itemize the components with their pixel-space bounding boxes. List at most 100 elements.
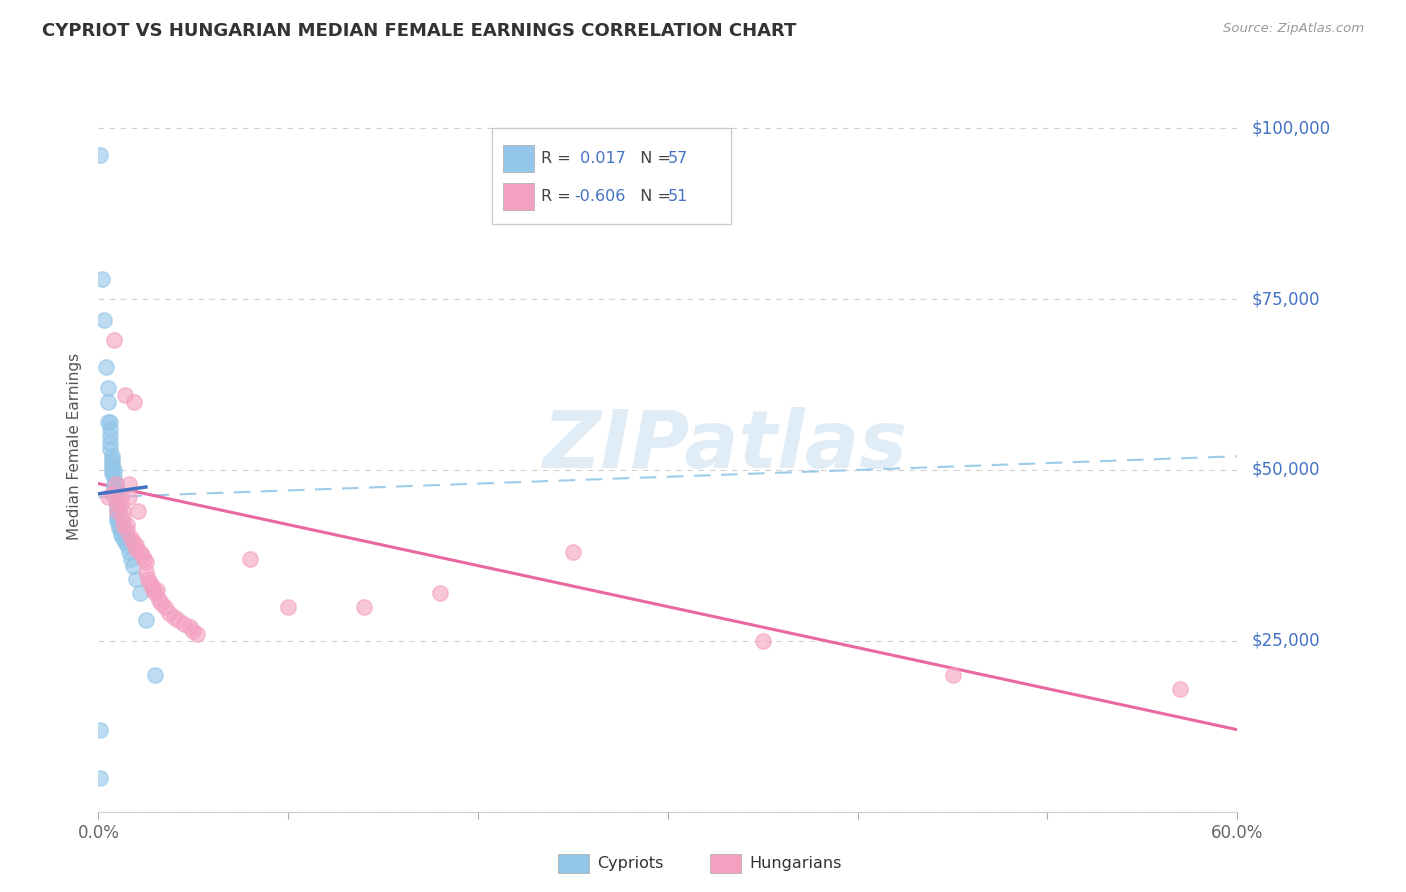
Point <box>186 627 208 641</box>
Text: R =: R = <box>541 189 576 204</box>
Point <box>132 551 155 566</box>
Point <box>104 476 127 491</box>
Point <box>115 538 138 552</box>
Point <box>98 415 121 429</box>
Point <box>107 510 129 524</box>
Text: R =: R = <box>541 151 576 166</box>
Point <box>103 463 125 477</box>
Text: N =: N = <box>630 189 676 204</box>
Point <box>129 545 152 559</box>
Point <box>100 456 122 470</box>
Point <box>110 528 132 542</box>
Point <box>107 497 129 511</box>
Point <box>167 613 190 627</box>
Point <box>100 452 122 467</box>
Point <box>107 508 129 522</box>
Point <box>107 500 129 515</box>
Point <box>562 545 585 559</box>
Point <box>124 394 146 409</box>
Point <box>107 497 129 511</box>
Point <box>125 541 148 556</box>
Point <box>145 668 167 682</box>
Point <box>112 524 135 539</box>
Point <box>118 490 141 504</box>
Point <box>112 504 135 518</box>
Text: Hungarians: Hungarians <box>749 856 842 871</box>
Point <box>120 551 142 566</box>
Point <box>107 504 129 518</box>
Point <box>173 616 195 631</box>
Point <box>157 607 180 621</box>
Point <box>103 480 125 494</box>
Point <box>145 586 167 600</box>
Point <box>277 599 299 614</box>
Point <box>100 449 122 463</box>
Point <box>108 510 131 524</box>
Point <box>107 490 129 504</box>
Point <box>115 517 138 532</box>
Text: 0.017: 0.017 <box>575 151 626 166</box>
Point <box>114 388 136 402</box>
Text: -0.606: -0.606 <box>575 189 626 204</box>
Text: $50,000: $50,000 <box>1251 461 1320 479</box>
Point <box>103 476 125 491</box>
Point <box>112 531 135 545</box>
Point <box>163 610 186 624</box>
Text: $75,000: $75,000 <box>1251 290 1320 308</box>
Point <box>97 490 120 504</box>
Point <box>97 394 120 409</box>
Point <box>353 599 375 614</box>
Point <box>107 504 129 518</box>
Point <box>97 415 120 429</box>
Point <box>98 435 121 450</box>
Point <box>110 497 132 511</box>
Point <box>97 381 120 395</box>
Point <box>115 531 138 545</box>
Point <box>121 558 143 573</box>
Point <box>153 599 176 614</box>
Point <box>98 442 121 457</box>
Point <box>125 572 148 586</box>
Point <box>93 312 115 326</box>
Text: ZIPatlas: ZIPatlas <box>543 407 907 485</box>
Point <box>115 524 138 539</box>
Point <box>104 493 127 508</box>
Point <box>103 333 125 347</box>
Point <box>94 360 117 375</box>
Point <box>114 528 136 542</box>
Text: 51: 51 <box>668 189 688 204</box>
Point <box>121 534 143 549</box>
Text: 57: 57 <box>668 151 688 166</box>
Point <box>112 510 135 524</box>
Point <box>136 572 159 586</box>
Point <box>118 545 141 559</box>
Point <box>108 504 131 518</box>
Point <box>118 476 141 491</box>
Point <box>104 490 127 504</box>
Point <box>138 575 160 590</box>
Point <box>752 633 775 648</box>
Point <box>131 549 153 563</box>
Point <box>110 524 132 539</box>
Point <box>148 592 170 607</box>
Point <box>150 596 173 610</box>
Point <box>89 723 111 737</box>
Point <box>125 538 148 552</box>
Point <box>146 582 169 597</box>
Point <box>89 148 111 162</box>
Point <box>142 582 165 597</box>
Point <box>114 531 136 545</box>
Text: Cypriots: Cypriots <box>598 856 664 871</box>
Point <box>110 490 132 504</box>
Point <box>110 517 132 532</box>
Point <box>91 271 114 285</box>
Point <box>129 586 152 600</box>
Text: $100,000: $100,000 <box>1251 120 1330 137</box>
Point <box>135 566 157 580</box>
Point <box>89 771 111 785</box>
Point <box>100 463 122 477</box>
Point <box>100 459 122 474</box>
Point <box>141 579 163 593</box>
Point <box>135 555 157 569</box>
Point <box>108 521 131 535</box>
